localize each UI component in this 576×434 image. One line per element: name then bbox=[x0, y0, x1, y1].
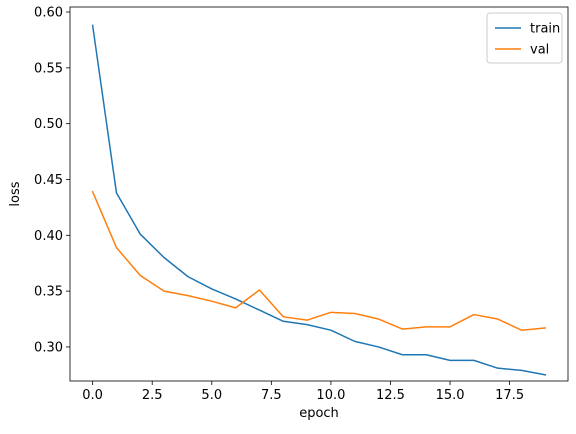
x-tick-label: 2.5 bbox=[142, 388, 163, 403]
axes-frame bbox=[69, 6, 569, 382]
legend-box bbox=[486, 12, 563, 64]
x-tick-label: 10.0 bbox=[316, 388, 345, 403]
y-axis-ticks: 0.30 0.35 0.40 0.45 0.50 0.55 0.60 bbox=[34, 6, 70, 355]
plot-area-frame bbox=[69, 6, 569, 382]
x-tick-label: 5.0 bbox=[201, 388, 222, 403]
y-tick-label: 0.30 bbox=[34, 340, 63, 355]
y-tick-label: 0.55 bbox=[34, 61, 63, 76]
x-tick-label: 12.5 bbox=[376, 388, 405, 403]
y-axis-label: loss bbox=[8, 181, 23, 206]
legend-label-val: val bbox=[530, 43, 549, 58]
y-tick-label: 0.35 bbox=[34, 285, 63, 300]
x-tick-label: 0.0 bbox=[82, 388, 103, 403]
y-tick-label: 0.45 bbox=[34, 173, 63, 188]
series-line-val bbox=[91, 190, 547, 331]
legend: train val bbox=[486, 12, 563, 64]
legend-label-train: train bbox=[530, 22, 560, 37]
y-tick-label: 0.50 bbox=[34, 117, 63, 132]
y-tick-label: 0.40 bbox=[34, 229, 63, 244]
x-axis-label: epoch bbox=[299, 406, 339, 421]
x-tick-label: 15.0 bbox=[436, 388, 465, 403]
x-tick-label: 17.5 bbox=[495, 388, 524, 403]
series-line-train bbox=[91, 24, 547, 376]
x-axis-ticks: 0.0 2.5 5.0 7.5 10.0 12.5 15.0 17.5 bbox=[82, 381, 524, 403]
x-tick-label: 7.5 bbox=[261, 388, 282, 403]
series-layer bbox=[91, 24, 547, 376]
y-tick-label: 0.60 bbox=[34, 6, 63, 21]
